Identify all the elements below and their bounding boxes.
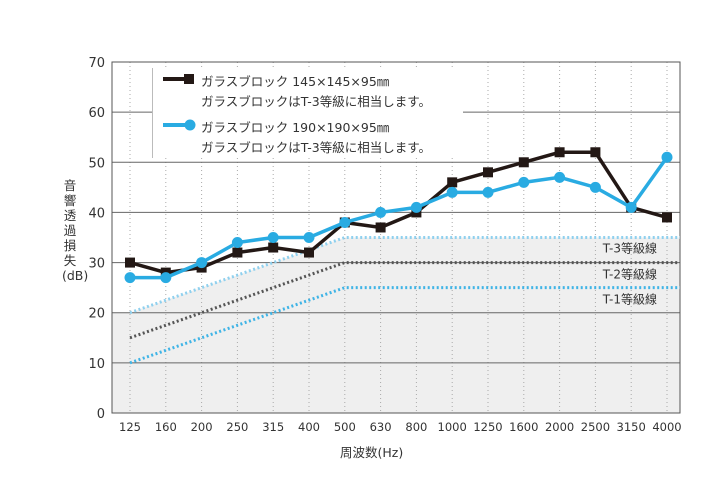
data-point xyxy=(447,177,458,188)
y-axis-label: 音響透過損失(dB) xyxy=(62,178,89,283)
data-point xyxy=(232,247,243,258)
x-tick-label: 400 xyxy=(298,420,320,434)
x-tick-label: 1000 xyxy=(438,420,467,434)
data-point xyxy=(662,212,672,223)
reference-line-label: T-1等級線 xyxy=(602,292,657,307)
data-point xyxy=(483,167,493,178)
data-point xyxy=(304,247,314,258)
data-point xyxy=(160,272,172,284)
y-tick-label: 70 xyxy=(88,56,105,71)
x-tick-label: 630 xyxy=(370,420,392,434)
legend-series-2-note: ガラスブロックはT-3等級に相当します。 xyxy=(201,140,431,155)
data-point xyxy=(196,257,208,269)
data-point xyxy=(375,206,387,218)
series-line xyxy=(130,156,669,280)
legend-series-1-note: ガラスブロックはT-3等級に相当します。 xyxy=(201,94,431,109)
reference-line xyxy=(129,236,680,315)
y-tick-label: 20 xyxy=(88,307,105,322)
legend: ガラスブロック 145×145×95㎜ ガラスブロックはT-3等級に相当します。… xyxy=(152,68,463,158)
data-point xyxy=(518,176,530,188)
x-tick-label: 500 xyxy=(334,420,356,434)
data-point xyxy=(661,151,673,163)
y-tick-label: 30 xyxy=(88,257,105,272)
data-point xyxy=(590,147,601,158)
data-point xyxy=(554,171,566,183)
reference-line xyxy=(129,261,680,340)
x-tick-label: 315 xyxy=(262,420,284,434)
x-tick-label: 160 xyxy=(155,420,177,434)
legend-marker-square-icon xyxy=(184,74,194,84)
data-point xyxy=(267,232,279,243)
y-tick-label: 40 xyxy=(88,206,105,221)
shaded-area xyxy=(112,237,680,413)
data-point xyxy=(518,157,529,168)
x-tick-label: 4000 xyxy=(652,420,681,434)
x-tick-label: 800 xyxy=(405,420,427,434)
series-line xyxy=(129,150,668,275)
data-point xyxy=(446,186,458,198)
x-tick-label: 1600 xyxy=(509,420,538,434)
legend-series-2-name: ガラスブロック 190×190×95㎜ xyxy=(201,120,390,135)
y-tick-label: 60 xyxy=(88,106,105,121)
reference-line-label: T-2等級線 xyxy=(602,267,657,282)
y-tick-label: 50 xyxy=(88,156,105,171)
data-point xyxy=(554,147,565,158)
x-tick-label: 3150 xyxy=(617,420,646,434)
data-point xyxy=(339,216,351,228)
data-point xyxy=(268,242,279,253)
legend-marker-circle-icon xyxy=(184,119,196,131)
x-tick-label: 1250 xyxy=(473,420,502,434)
x-tick-label: 2500 xyxy=(581,420,610,434)
data-point xyxy=(303,232,315,243)
data-point xyxy=(589,181,601,193)
x-tick-label: 250 xyxy=(226,420,248,434)
data-point xyxy=(375,222,386,233)
x-tick-label: 2000 xyxy=(545,420,574,434)
data-point xyxy=(625,201,637,213)
reference-line xyxy=(129,286,680,365)
y-tick-label: 0 xyxy=(97,407,105,422)
data-point xyxy=(231,237,243,249)
legend-series-1-name: ガラスブロック 145×145×95㎜ xyxy=(201,74,390,89)
reference-line-label: T-3等級線 xyxy=(602,241,657,256)
data-point xyxy=(410,201,422,213)
data-point xyxy=(482,186,494,198)
data-point xyxy=(124,272,136,284)
x-tick-label: 200 xyxy=(191,420,213,434)
x-axis-label: 周波数(Hz) xyxy=(340,445,404,460)
y-tick-label: 10 xyxy=(88,357,105,372)
data-point xyxy=(125,257,135,268)
x-tick-label: 125 xyxy=(119,420,141,434)
